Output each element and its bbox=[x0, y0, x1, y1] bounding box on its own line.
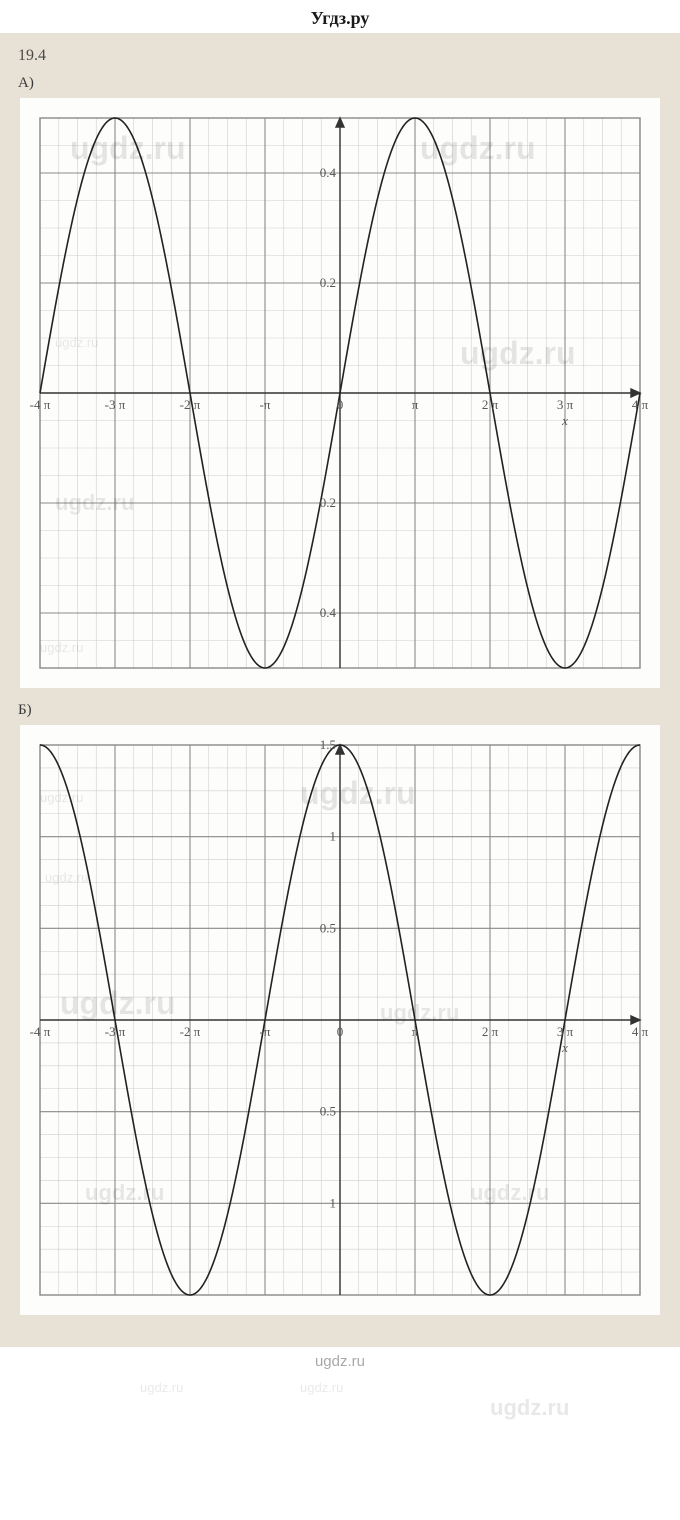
svg-text:4 π: 4 π bbox=[632, 1024, 649, 1039]
svg-text:1: 1 bbox=[330, 829, 337, 844]
svg-text:0.4: 0.4 bbox=[320, 605, 337, 620]
svg-text:4 π: 4 π bbox=[632, 397, 649, 412]
chart-a: -4 π -3 π -2 π -π 0 π 2 π 3 π 4 π x 0.4 0.2 0.2 0.4 bbox=[20, 98, 660, 688]
page-body: 19.4 А) -4 π -3 π -2 π -π 0 π 2 π 3 π 4 π x 0.4 0.2… bbox=[0, 33, 680, 1347]
page-header: Угдз.ру bbox=[0, 0, 680, 33]
svg-text:3 π: 3 π bbox=[557, 1024, 574, 1039]
svg-text:-3 π: -3 π bbox=[105, 1024, 126, 1039]
svg-text:3 π: 3 π bbox=[557, 397, 574, 412]
svg-text:0.5: 0.5 bbox=[320, 920, 336, 935]
svg-text:-π: -π bbox=[260, 397, 271, 412]
svg-text:0.4: 0.4 bbox=[320, 165, 337, 180]
svg-text:-4 π: -4 π bbox=[30, 1024, 51, 1039]
watermark: ugdz.ru bbox=[140, 1380, 183, 1395]
svg-text:0.2: 0.2 bbox=[320, 495, 336, 510]
svg-text:0: 0 bbox=[337, 1024, 344, 1039]
svg-text:x: x bbox=[561, 1040, 568, 1055]
svg-text:1.5: 1.5 bbox=[320, 737, 336, 752]
watermark: ugdz.ru bbox=[490, 1395, 569, 1421]
watermark: ugdz.ru bbox=[300, 1380, 343, 1395]
chart-b-frame: -4 π -3 π -2 π -π 0 π 2 π 3 π 4 π x 1 0.5 0.5 1 1.5 bbox=[20, 725, 660, 1315]
problem-number: 19.4 bbox=[18, 47, 668, 65]
svg-text:1: 1 bbox=[330, 1195, 337, 1210]
footer-watermark: ugdz.ru bbox=[0, 1347, 680, 1380]
site-title: Угдз.ру bbox=[311, 8, 370, 28]
svg-text:2 π: 2 π bbox=[482, 1024, 499, 1039]
svg-text:-2 π: -2 π bbox=[180, 397, 201, 412]
part-a-label: А) bbox=[18, 75, 668, 92]
svg-text:x: x bbox=[561, 413, 568, 428]
svg-text:-4 π: -4 π bbox=[30, 397, 51, 412]
chart-a-frame: -4 π -3 π -2 π -π 0 π 2 π 3 π 4 π x 0.4 0.2 0.2 0.4 bbox=[20, 98, 660, 688]
svg-text:0.5: 0.5 bbox=[320, 1104, 336, 1119]
svg-text:-π: -π bbox=[260, 1024, 271, 1039]
svg-text:-3 π: -3 π bbox=[105, 397, 126, 412]
svg-text:2 π: 2 π bbox=[482, 397, 499, 412]
svg-text:0: 0 bbox=[337, 397, 344, 412]
svg-text:π: π bbox=[412, 397, 419, 412]
part-b-label: Б) bbox=[18, 702, 668, 719]
svg-text:π: π bbox=[412, 1024, 419, 1039]
svg-text:0.2: 0.2 bbox=[320, 275, 336, 290]
svg-text:-2 π: -2 π bbox=[180, 1024, 201, 1039]
chart-b: -4 π -3 π -2 π -π 0 π 2 π 3 π 4 π x 1 0.5 0.5 1 1.5 bbox=[20, 725, 660, 1315]
